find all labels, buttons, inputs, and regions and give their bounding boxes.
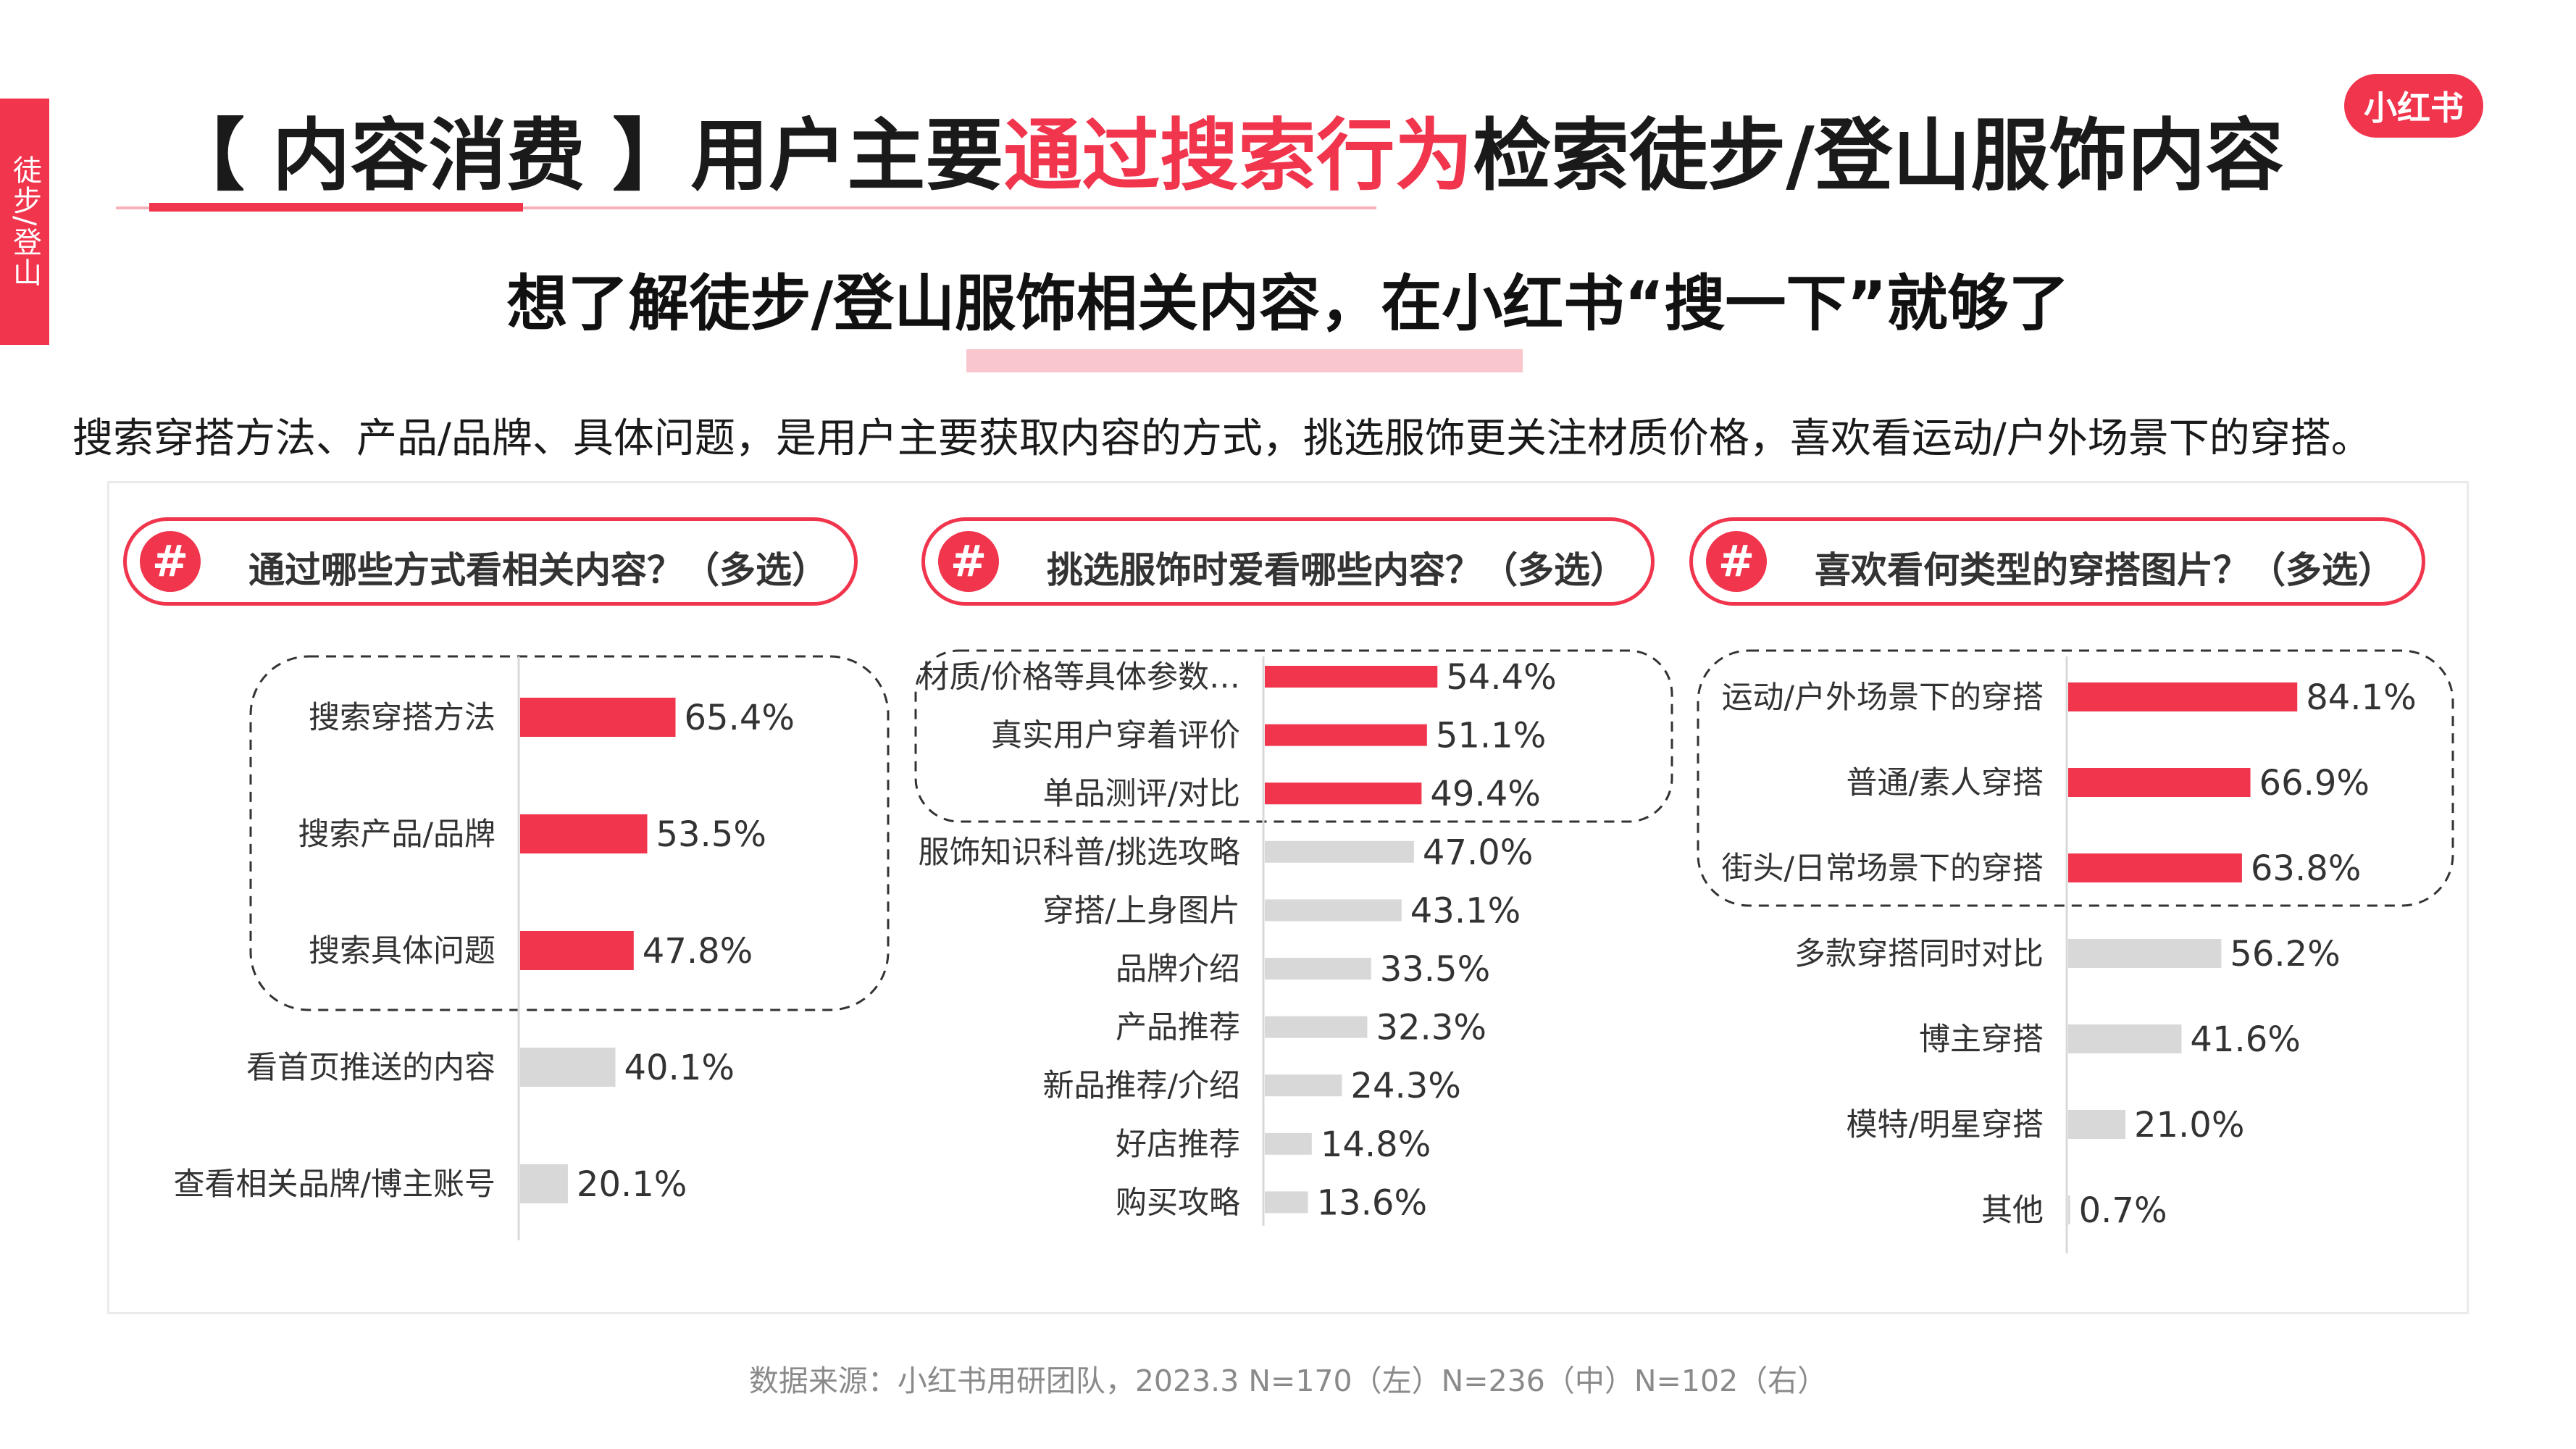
- chart-3-value-label: 84.1%: [2306, 677, 2416, 718]
- side-tab-label: 徒步/登山: [8, 155, 41, 288]
- chart-2-value-label: 43.1%: [1410, 890, 1521, 931]
- chart-1-value-label: 40.1%: [624, 1048, 735, 1088]
- chart-3-category-label: 多款穿搭同时对比: [1794, 936, 2044, 972]
- chart-3-category-label: 街头/日常场景下的穿搭: [1722, 851, 2044, 887]
- side-tab: 徒步/登山: [0, 99, 49, 345]
- chart-1-bar: [520, 931, 634, 970]
- chart-3-value-label: 0.7%: [2079, 1190, 2167, 1231]
- chart-2-bar: [1265, 1074, 1342, 1097]
- chart-1-bar: [520, 1048, 616, 1087]
- chart-2-bar: [1265, 724, 1427, 746]
- chart-3-value-label: 21.0%: [2134, 1105, 2244, 1145]
- charts-frame: [107, 481, 2469, 1314]
- chart-2-category-label: 真实用户穿着评价: [991, 718, 1240, 754]
- chart-2-value-label: 32.3%: [1376, 1008, 1486, 1048]
- question-title-1: 通过哪些方式看相关内容？（多选）: [248, 549, 828, 591]
- chart-2-category-label: 新品推荐/介绍: [1043, 1068, 1241, 1104]
- chart-2-category-label: 购买攻略: [1116, 1185, 1240, 1221]
- chart-3-bar: [2068, 1110, 2125, 1139]
- chart-3-bar: [2068, 853, 2242, 882]
- chart-3-category-label: 博主穿搭: [1919, 1022, 2044, 1058]
- hash-icon: #: [1706, 531, 1767, 592]
- chart-2-value-label: 51.1%: [1436, 716, 1546, 756]
- question-pill-1: # 通过哪些方式看相关内容？（多选）: [123, 517, 858, 606]
- chart-3-value-label: 56.2%: [2230, 934, 2340, 974]
- question-pill-3: # 喜欢看何类型的穿搭图片？（多选）: [1689, 517, 2425, 606]
- chart-2-bar: [1265, 1132, 1312, 1155]
- question-pill-2: # 挑选服饰时爱看哪些内容？（多选）: [921, 517, 1655, 606]
- chart-1-bar: [520, 814, 648, 853]
- chart-2-bar: [1265, 958, 1371, 980]
- chart-2-value-label: 33.5%: [1380, 949, 1490, 990]
- chart-2-bar: [1265, 782, 1422, 805]
- page-title: 【 内容消费 】用户主要通过搜索行为检索徒步/登山服饰内容: [167, 93, 2284, 206]
- chart-1-value-label: 53.5%: [656, 814, 766, 855]
- subtitle: 想了解徒步/登山服饰相关内容，在小红书“搜一下”就够了: [506, 268, 2070, 339]
- chart-2-value-label: 14.8%: [1321, 1124, 1431, 1165]
- chart-1-value-label: 47.8%: [643, 931, 753, 972]
- brand-logo-text: 小红书: [2364, 88, 2464, 128]
- subtitle-highlight-bar: [966, 349, 1523, 372]
- brand-logo: 小红书: [2344, 74, 2483, 138]
- chart-2-category-label: 品牌介绍: [1116, 951, 1240, 987]
- chart-3-value-label: 63.8%: [2251, 848, 2361, 889]
- chart-2-value-label: 49.4%: [1430, 774, 1540, 814]
- chart-2-value-label: 47.0%: [1423, 832, 1533, 873]
- chart-1-bar: [520, 698, 676, 737]
- chart-2-category-label: 产品推荐: [1116, 1010, 1240, 1046]
- chart-2-bar: [1265, 1191, 1308, 1214]
- chart-1-category-label: 搜索穿搭方法: [309, 700, 495, 736]
- chart-2-bar: [1265, 840, 1414, 863]
- chart-3-bar: [2068, 682, 2298, 711]
- hash-icon: #: [140, 531, 201, 592]
- chart-3-bar: [2068, 768, 2251, 797]
- chart-3-value-label: 41.6%: [2190, 1019, 2300, 1060]
- highlight-outline-2: [914, 649, 1673, 823]
- title-underline: [116, 206, 1376, 209]
- title-part-2: 检索徒步/登山服饰内容: [1473, 111, 2284, 201]
- chart-1-category-label: 搜索具体问题: [309, 933, 495, 969]
- title-part-1: 【 内容消费 】用户主要: [167, 111, 1004, 201]
- chart-1-category-label: 搜索产品/品牌: [298, 817, 496, 853]
- highlight-outline-1: [249, 655, 890, 1011]
- chart-3-bar: [2068, 1024, 2182, 1053]
- chart-1-bar: [520, 1164, 568, 1203]
- title-underline-accent: [149, 203, 523, 212]
- chart-3-category-label: 其他: [1981, 1193, 2044, 1229]
- description: 搜索穿搭方法、产品/品牌、具体问题，是用户主要获取内容的方式，挑选服饰更关注材质…: [72, 415, 2372, 462]
- chart-2-category-label: 好店推荐: [1116, 1127, 1240, 1163]
- chart-3-category-label: 运动/户外场景下的穿搭: [1722, 680, 2044, 716]
- chart-3-category-label: 模特/明星穿搭: [1847, 1107, 2044, 1143]
- chart-3-category-label: 普通/素人穿搭: [1847, 765, 2044, 801]
- chart-1-category-label: 查看相关品牌/博主账号: [174, 1166, 496, 1203]
- title-highlight: 通过搜索行为: [1003, 111, 1473, 201]
- question-title-2: 挑选服饰时爱看哪些内容？（多选）: [1047, 549, 1626, 591]
- chart-2-value-label: 54.4%: [1446, 657, 1556, 698]
- chart-1-category-label: 看首页推送的内容: [246, 1050, 495, 1086]
- chart-2-category-label: 穿搭/上身图片: [1043, 893, 1241, 929]
- question-title-3: 喜欢看何类型的穿搭图片？（多选）: [1815, 549, 2394, 591]
- highlight-outline-3: [1697, 649, 2454, 907]
- chart-2-value-label: 24.3%: [1350, 1066, 1460, 1106]
- chart-3-bar: [2068, 1195, 2070, 1224]
- chart-2-bar: [1265, 899, 1402, 922]
- chart-2-category-label: 服饰知识科普/挑选攻略: [919, 835, 1241, 871]
- chart-3-value-label: 66.9%: [2259, 763, 2370, 803]
- chart-1-value-label: 65.4%: [685, 698, 795, 738]
- chart-1-value-label: 20.1%: [577, 1164, 687, 1205]
- hash-icon: #: [938, 531, 999, 592]
- data-source-footer: 数据来源：小红书用研团队，2023.3 N=170（左）N=236（中）N=10…: [748, 1364, 1828, 1398]
- chart-2-value-label: 13.6%: [1317, 1182, 1427, 1223]
- chart-2-bar: [1265, 1016, 1368, 1038]
- chart-3-bar: [2068, 939, 2222, 968]
- chart-2-category-label: 材质/价格等具体参数…: [919, 659, 1241, 696]
- chart-2-category-label: 单品测评/对比: [1043, 776, 1241, 812]
- chart-2-bar: [1265, 666, 1438, 688]
